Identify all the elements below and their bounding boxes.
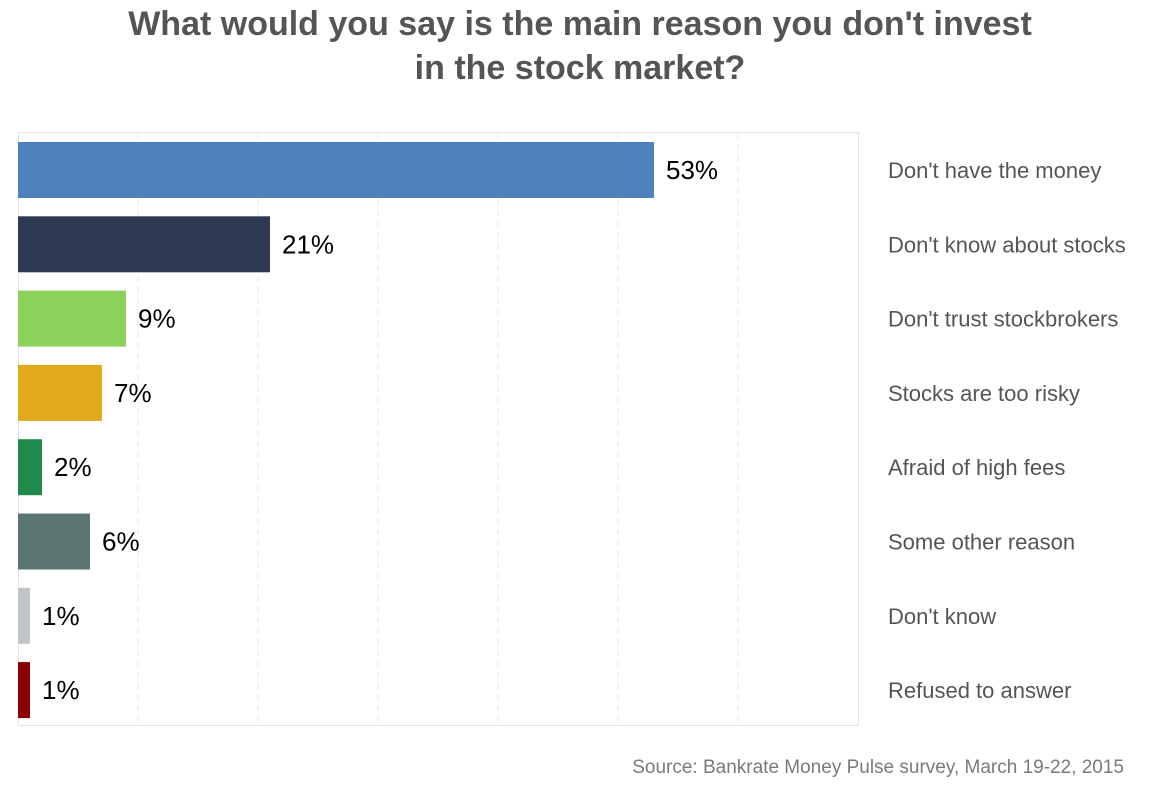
category-label: Don't trust stockbrokers <box>888 307 1118 332</box>
bar-value-label: 7% <box>114 378 152 408</box>
category-label: Don't know about stocks <box>888 232 1126 257</box>
bar <box>18 364 102 421</box>
bars <box>18 142 654 719</box>
bar <box>18 587 30 644</box>
category-label: Stocks are too risky <box>888 381 1080 406</box>
bar <box>18 216 270 273</box>
category-label: Refused to answer <box>888 678 1071 703</box>
chart-title: What would you say is the main reason yo… <box>128 5 1032 87</box>
bar-value-label: 1% <box>42 675 80 705</box>
source-note: Source: Bankrate Money Pulse survey, Mar… <box>632 757 1124 778</box>
bar-value-label: 53% <box>666 155 718 185</box>
category-label: Don't know <box>888 604 996 629</box>
category-label: Some other reason <box>888 530 1075 555</box>
bar-value-label: 2% <box>54 452 92 482</box>
bar-value-label: 21% <box>282 229 334 259</box>
bar <box>18 142 654 198</box>
bar-value-label: 6% <box>102 527 140 557</box>
bar <box>18 662 30 719</box>
bar <box>18 290 126 347</box>
value-labels: 53% 21% 9% 7% 2% 6% 1% 1% <box>42 155 718 705</box>
category-label: Don't have the money <box>888 158 1101 183</box>
bar <box>18 513 90 570</box>
plot-area-frame <box>18 132 859 726</box>
bar <box>18 439 42 496</box>
bar-value-label: 9% <box>138 304 176 334</box>
category-label: Afraid of high fees <box>888 455 1065 480</box>
bar-value-label: 1% <box>42 601 80 631</box>
category-labels: Don't have the money Don't know about sto… <box>888 158 1126 703</box>
